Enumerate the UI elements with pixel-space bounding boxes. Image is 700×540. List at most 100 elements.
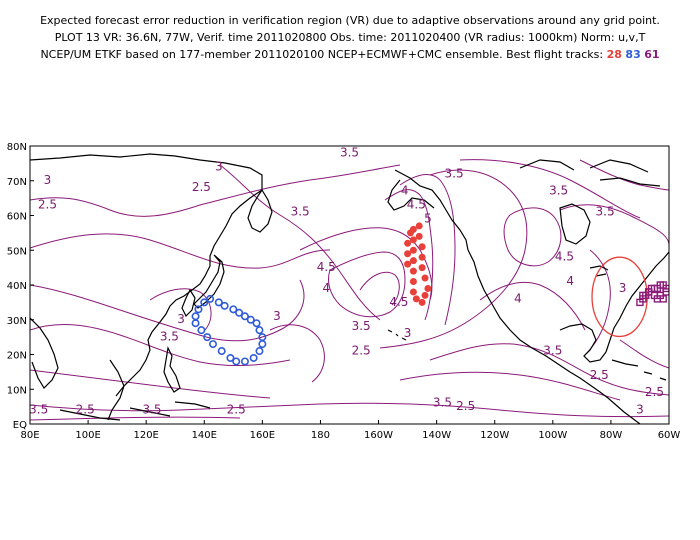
contour-value-label: 2.5: [38, 198, 57, 212]
contour-value-label: 4.5: [555, 250, 574, 264]
longitude-tick-label: 160W: [364, 430, 393, 441]
contour-line: [30, 164, 401, 217]
coastline-great-lakes: [589, 265, 609, 277]
track-number-purple: 61: [644, 48, 660, 61]
red-track-point: [404, 250, 412, 258]
contour-value-label: 2.5: [590, 368, 609, 382]
contour-line: [399, 174, 456, 326]
coastline-hawaii: [387, 329, 407, 341]
contour-line: [579, 159, 669, 191]
contour-line: [149, 288, 212, 331]
latitude-axis: 80N 70N 60N 50N 40N 30N 20N 10N EQ: [7, 142, 34, 431]
coastline-na-west: [467, 249, 571, 373]
coastline-philippines: [163, 346, 181, 393]
longitude-tick-label: 160E: [250, 430, 275, 441]
blue-track-point: [240, 357, 249, 366]
flight-tracks-layer: [191, 222, 669, 366]
title-line-2: PLOT 13 VR: 36.6N, 77W, Verif. time 2011…: [54, 31, 646, 44]
contour-value-label: 3.5: [160, 330, 179, 344]
title-line-3-prefix: NCEP/UM ETKF based on 177-member 2011020…: [40, 48, 604, 61]
coastlines: [30, 153, 669, 424]
blue-track-point: [252, 319, 261, 328]
purple-track-point: [659, 295, 667, 303]
blue-track-point: [258, 340, 267, 349]
track-number-red: 28: [606, 48, 622, 61]
contour-value-label: 3: [177, 312, 185, 326]
blue-track-point: [208, 340, 217, 349]
longitude-tick-label: 80E: [20, 430, 39, 441]
track-number-blue: 83: [625, 48, 641, 61]
blue-track-point: [197, 326, 206, 335]
coastline-central-america: [569, 371, 641, 424]
contour-value-label: 5: [424, 211, 432, 225]
blue-track-point: [220, 301, 229, 310]
latitude-tick-label: 80N: [7, 142, 27, 153]
blue-track-point: [232, 357, 241, 366]
red-track-point: [421, 291, 429, 299]
blue-track-point: [194, 305, 203, 314]
contour-line: [559, 204, 669, 246]
contour-line: [429, 343, 669, 396]
blue-track-point: [249, 353, 258, 362]
contour-value-label: 4: [322, 281, 330, 295]
blue-track-point: [214, 298, 223, 307]
contour-value-label: 3: [215, 159, 223, 173]
title-block: Expected forecast error reduction in ver…: [0, 12, 700, 63]
contour-line: [459, 159, 641, 219]
coastline-kamchatka: [247, 188, 273, 233]
contour-value-label: 3: [619, 281, 627, 295]
contour-value-label: 2.5: [352, 344, 371, 358]
latitude-tick-label: 50N: [7, 246, 27, 257]
verification-region-circle: [591, 256, 648, 338]
contour-line: [379, 169, 528, 349]
contour-value-label: 2.5: [227, 403, 246, 417]
red-track-point: [412, 295, 420, 303]
title-line-3: NCEP/UM ETKF based on 177-member 2011020…: [0, 46, 700, 63]
red-track-point: [421, 274, 429, 282]
red-track-point: [409, 257, 417, 265]
coastline-alaska: [394, 169, 469, 251]
contour-value-label: 3.5: [340, 145, 359, 159]
red-track-point: [418, 264, 426, 272]
contour-line: [219, 164, 381, 321]
verification-region-layer: [591, 256, 648, 338]
contour-line: [359, 271, 400, 306]
coastline-se-asia: [59, 359, 211, 421]
blue-track-point: [226, 353, 235, 362]
blue-track-point: [217, 347, 226, 356]
contour-value-label: 3: [273, 309, 281, 323]
contour-value-label: 3.5: [543, 344, 562, 358]
longitude-tick-label: 120E: [133, 430, 158, 441]
red-track-point: [424, 284, 432, 292]
longitude-tick-label: 180: [311, 430, 330, 441]
blue-track-point: [235, 308, 244, 317]
contour-value-label: 3: [404, 326, 412, 340]
contour-line: [30, 416, 241, 421]
contour-value-label: 3: [636, 403, 644, 417]
blue-track-point: [191, 319, 200, 328]
contour-value-label: 4.5: [389, 295, 408, 309]
contour-value-label: 3.5: [291, 205, 310, 219]
longitude-tick-label: 100W: [538, 430, 567, 441]
contour-value-label: 4: [401, 184, 409, 198]
blue-track-point: [200, 298, 209, 307]
contour-line: [30, 369, 271, 399]
contour-line: [30, 324, 291, 367]
coastline-na-east: [605, 251, 669, 353]
latitude-tick-label: 40N: [7, 281, 27, 292]
coastline-gulf: [559, 323, 607, 363]
contour-line: [269, 324, 325, 383]
longitude-tick-label: 80W: [600, 430, 623, 441]
contour-line: [399, 371, 621, 401]
coastline-korea: [181, 288, 196, 318]
red-track-point: [404, 239, 412, 247]
latitude-tick-label: 20N: [7, 351, 27, 362]
latitude-tick-label: 30N: [7, 316, 27, 327]
contour-line: [30, 402, 669, 418]
contour-value-label: 4: [566, 274, 574, 288]
red-track-point: [418, 298, 426, 306]
coastline-india: [30, 317, 59, 389]
